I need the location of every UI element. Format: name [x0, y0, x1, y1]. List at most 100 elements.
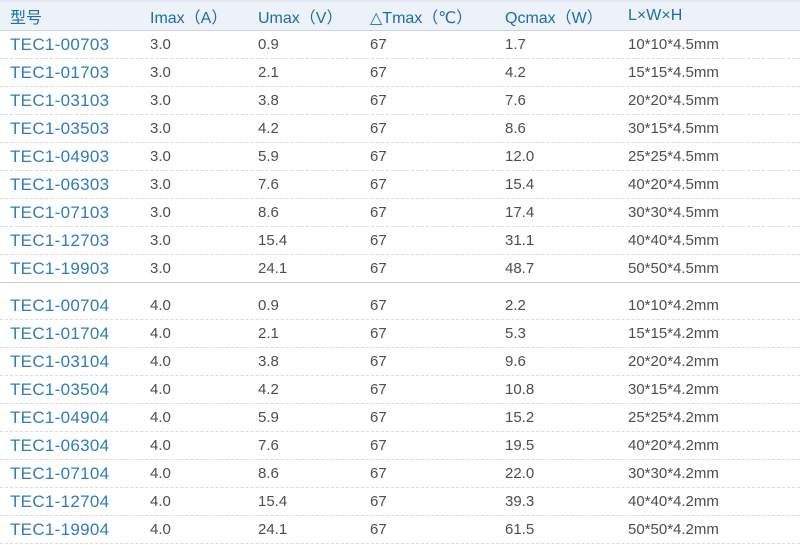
qcmax-cell: 5.3: [505, 325, 526, 342]
qcmax-cell: 12.0: [505, 148, 535, 165]
dimensions-cell: 50*50*4.5mm: [628, 260, 719, 277]
umax-cell: 0.9: [258, 297, 279, 314]
dimensions-cell: 25*25*4.5mm: [628, 148, 719, 165]
imax-cell: 4.0: [150, 521, 171, 538]
delta-tmax-cell: 67: [370, 381, 387, 398]
delta-tmax-cell: 67: [370, 465, 387, 482]
table-row: TEC1-04903 3.0 5.9 67 12.0 25*25*4.5mm: [0, 143, 800, 171]
umax-cell: 0.9: [258, 36, 279, 53]
qcmax-cell: 9.6: [505, 353, 526, 370]
table-row: TEC1-03503 3.0 4.2 67 8.6 30*15*4.5mm: [0, 115, 800, 143]
model-cell: TEC1-12704: [10, 491, 110, 511]
dimensions-cell: 30*30*4.5mm: [628, 204, 719, 221]
dimensions-cell: 15*15*4.2mm: [628, 325, 719, 342]
table-row: TEC1-01704 4.0 2.1 67 5.3 15*15*4.2mm: [0, 320, 800, 348]
delta-tmax-cell: 67: [370, 437, 387, 454]
imax-cell: 4.0: [150, 409, 171, 426]
imax-cell: 3.0: [150, 64, 171, 81]
delta-tmax-cell: 67: [370, 176, 387, 193]
model-cell: TEC1-19903: [10, 258, 110, 278]
delta-tmax-cell: 67: [370, 325, 387, 342]
dimensions-cell: 10*10*4.5mm: [628, 36, 719, 53]
dimensions-cell: 30*15*4.5mm: [628, 120, 719, 137]
delta-tmax-cell: 67: [370, 297, 387, 314]
dimensions-cell: 10*10*4.2mm: [628, 297, 719, 314]
umax-cell: 2.1: [258, 64, 279, 81]
qcmax-cell: 10.8: [505, 381, 535, 398]
dimensions-cell: 20*20*4.2mm: [628, 353, 719, 370]
table-row: TEC1-06304 4.0 7.6 67 19.5 40*20*4.2mm: [0, 432, 800, 460]
row-group-1: TEC1-00703 3.0 0.9 67 1.7 10*10*4.5mm TEC1-017…: [0, 31, 800, 283]
umax-cell: 7.6: [258, 437, 279, 454]
qcmax-cell: 17.4: [505, 204, 535, 221]
delta-tmax-cell: 67: [370, 260, 387, 277]
table-row: TEC1-07104 4.0 8.6 67 22.0 30*30*4.2mm: [0, 460, 800, 488]
imax-cell: 3.0: [150, 120, 171, 137]
qcmax-cell: 4.2: [505, 64, 526, 81]
imax-cell: 4.0: [150, 297, 171, 314]
umax-cell: 8.6: [258, 465, 279, 482]
dimensions-cell: 40*20*4.5mm: [628, 176, 719, 193]
table-row: TEC1-00703 3.0 0.9 67 1.7 10*10*4.5mm: [0, 31, 800, 59]
model-cell: TEC1-03104: [10, 351, 110, 371]
table-row: TEC1-04904 4.0 5.9 67 15.2 25*25*4.2mm: [0, 404, 800, 432]
delta-tmax-cell: 67: [370, 521, 387, 538]
table-row: TEC1-03504 4.0 4.2 67 10.8 30*15*4.2mm: [0, 376, 800, 404]
header-delta-tmax: △Tmax（℃）: [370, 10, 473, 27]
model-cell: TEC1-07104: [10, 463, 110, 483]
header-qcmax: Qcmax（W）: [505, 10, 603, 27]
umax-cell: 24.1: [258, 260, 288, 277]
imax-cell: 4.0: [150, 353, 171, 370]
model-cell: TEC1-03504: [10, 379, 110, 399]
delta-tmax-cell: 67: [370, 36, 387, 53]
table-row: TEC1-12704 4.0 15.4 67 39.3 40*40*4.2mm: [0, 488, 800, 516]
imax-cell: 3.0: [150, 232, 171, 249]
model-cell: TEC1-06304: [10, 435, 110, 455]
qcmax-cell: 2.2: [505, 297, 526, 314]
model-cell: TEC1-06303: [10, 174, 110, 194]
imax-cell: 3.0: [150, 260, 171, 277]
imax-cell: 4.0: [150, 437, 171, 454]
delta-tmax-cell: 67: [370, 232, 387, 249]
imax-cell: 3.0: [150, 92, 171, 109]
dimensions-cell: 20*20*4.5mm: [628, 92, 719, 109]
dimensions-cell: 40*40*4.5mm: [628, 232, 719, 249]
qcmax-cell: 39.3: [505, 493, 535, 510]
umax-cell: 2.1: [258, 325, 279, 342]
model-cell: TEC1-03103: [10, 90, 110, 110]
imax-cell: 3.0: [150, 204, 171, 221]
delta-tmax-cell: 67: [370, 92, 387, 109]
model-cell: TEC1-03503: [10, 118, 110, 138]
header-umax: Umax（V）: [258, 10, 343, 27]
delta-tmax-cell: 67: [370, 148, 387, 165]
qcmax-cell: 22.0: [505, 465, 535, 482]
dimensions-cell: 40*40*4.2mm: [628, 493, 719, 510]
qcmax-cell: 7.6: [505, 92, 526, 109]
umax-cell: 5.9: [258, 148, 279, 165]
model-cell: TEC1-19904: [10, 519, 110, 539]
umax-cell: 24.1: [258, 521, 288, 538]
umax-cell: 4.2: [258, 120, 279, 137]
qcmax-cell: 15.2: [505, 409, 535, 426]
umax-cell: 7.6: [258, 176, 279, 193]
dimensions-cell: 15*15*4.5mm: [628, 64, 719, 81]
qcmax-cell: 1.7: [505, 36, 526, 53]
qcmax-cell: 8.6: [505, 120, 526, 137]
imax-cell: 3.0: [150, 36, 171, 53]
imax-cell: 4.0: [150, 493, 171, 510]
imax-cell: 3.0: [150, 148, 171, 165]
imax-cell: 4.0: [150, 325, 171, 342]
model-cell: TEC1-12703: [10, 230, 110, 250]
row-group-2: TEC1-00704 4.0 0.9 67 2.2 10*10*4.2mm TEC1-017…: [0, 292, 800, 544]
table-row: TEC1-03103 3.0 3.8 67 7.6 20*20*4.5mm: [0, 87, 800, 115]
delta-tmax-cell: 67: [370, 120, 387, 137]
delta-tmax-cell: 67: [370, 409, 387, 426]
model-cell: TEC1-04904: [10, 407, 110, 427]
qcmax-cell: 61.5: [505, 521, 535, 538]
imax-cell: 4.0: [150, 465, 171, 482]
dimensions-cell: 40*20*4.2mm: [628, 437, 719, 454]
model-cell: TEC1-00704: [10, 295, 110, 315]
header-model: 型号: [10, 10, 43, 27]
table-row: TEC1-12703 3.0 15.4 67 31.1 40*40*4.5mm: [0, 227, 800, 255]
table-row: TEC1-07103 3.0 8.6 67 17.4 30*30*4.5mm: [0, 199, 800, 227]
